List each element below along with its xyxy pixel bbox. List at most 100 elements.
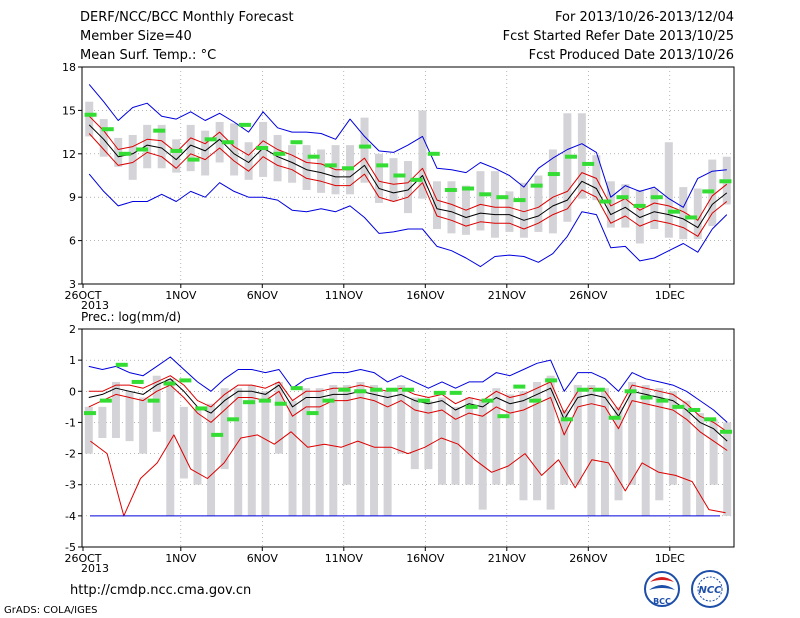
- temp-ensemble-box: [635, 189, 644, 244]
- temp-ensemble-box: [201, 130, 210, 176]
- prec-ensemble-box: [329, 385, 338, 516]
- temp-ensemble-box: [563, 113, 572, 222]
- prec-obs-marker: [338, 387, 351, 392]
- bcc-logo-text: BCC: [653, 597, 671, 606]
- prec-obs-marker: [115, 362, 128, 367]
- prec-ensemble-box: [302, 388, 311, 516]
- prec-plot-frame: [81, 328, 735, 548]
- temp-obs-marker: [341, 166, 354, 171]
- prec-ensemble-box: [709, 419, 718, 485]
- prec-ensemble-box: [370, 385, 379, 516]
- temp-obs-marker: [324, 163, 337, 168]
- temp-xtick-label: 26NOV: [569, 289, 608, 302]
- temp-ensemble-box: [85, 101, 94, 137]
- temp-ytick-label: 9: [69, 191, 76, 204]
- prec-ensemble-box: [696, 413, 705, 516]
- prec-ytick-label: -1: [65, 416, 76, 429]
- prec-obs-marker: [433, 390, 446, 395]
- prec-ytick-label: 0: [69, 385, 76, 398]
- prec-obs-marker: [274, 401, 287, 406]
- temp-obs-marker: [479, 192, 492, 197]
- prec-xtick-label: 11NOV: [325, 552, 364, 565]
- member-size-label: Member Size=40: [80, 29, 192, 44]
- prec-obs-marker: [131, 379, 144, 384]
- temp-obs-marker: [599, 199, 612, 204]
- temp-obs-marker: [719, 179, 732, 184]
- temp-ensemble-box: [404, 161, 412, 214]
- temp-ensemble-box: [447, 181, 456, 234]
- temp-xtick-label: 26OCT: [64, 289, 101, 302]
- start-date-label: Fcst Started Refer Date 2013/10/25: [502, 29, 734, 44]
- prec-ensemble-box: [560, 409, 569, 485]
- temp-xtick-label: 16NOV: [406, 289, 445, 302]
- temp-spread-upper-line: [88, 115, 728, 221]
- prec-obs-marker: [672, 404, 685, 409]
- temp-xtick-label: 21NOV: [488, 289, 527, 302]
- prec-ensemble-box: [166, 378, 175, 516]
- temp-ensemble-box: [288, 145, 297, 183]
- temp-ensemble-box: [186, 124, 195, 172]
- prec-obs-marker: [592, 387, 605, 392]
- temp-xtick-label: 1DEC: [655, 289, 685, 302]
- temp-ytick-label: 12: [62, 148, 76, 161]
- prec-ensemble-box: [383, 391, 392, 516]
- temp-obs-marker: [221, 140, 234, 145]
- prec-obs-marker: [83, 411, 96, 416]
- prec-xtick-label: 1DEC: [655, 552, 685, 565]
- prec-ensemble-box: [682, 400, 691, 516]
- prec-obs-marker: [99, 398, 112, 403]
- prec-obs-marker: [624, 389, 637, 394]
- temp-mean-line: [88, 124, 728, 229]
- prec-ytick-label: 1: [69, 354, 76, 367]
- prec-ensemble-box: [546, 375, 555, 510]
- temp-ytick-label: 15: [62, 104, 76, 117]
- prec-ensemble-box: [723, 422, 732, 516]
- temp-obs-marker: [565, 154, 577, 159]
- prec-ensemble-box: [193, 409, 202, 485]
- temp-ensemble-box: [215, 121, 224, 163]
- prec-xtick-label: 26NOV: [569, 552, 608, 565]
- prec-ensemble-box: [139, 397, 148, 454]
- temp-obs-marker: [547, 172, 560, 177]
- temp-ensemble-box: [128, 134, 137, 180]
- prec-ensemble-box: [274, 381, 283, 454]
- source-url-link[interactable]: http://cmdp.ncc.cma.gov.cn: [70, 583, 252, 598]
- prec-obs-marker: [449, 390, 462, 395]
- prec-obs-marker: [258, 398, 271, 403]
- prec-ytick-label: -2: [65, 448, 76, 461]
- prec-ensemble-box: [519, 391, 528, 501]
- temp-obs-marker: [685, 215, 698, 220]
- temp-obs-marker: [187, 157, 200, 162]
- prec-obs-marker: [561, 417, 574, 422]
- temp-obs-marker: [496, 195, 509, 200]
- prec-xtick-label: 21NOV: [488, 552, 527, 565]
- temp-ensemble-box: [99, 119, 108, 157]
- prec-obs-marker: [576, 387, 589, 392]
- temp-ensemble-box: [360, 117, 369, 183]
- temp-obs-marker: [667, 209, 680, 214]
- prec-ensemble-box: [628, 381, 637, 485]
- temp-obs-marker: [650, 195, 663, 200]
- prec-obs-marker: [465, 404, 478, 409]
- temp-obs-marker: [136, 147, 149, 152]
- prec-ensemble-box: [315, 388, 324, 516]
- prec-ensemble-box: [288, 400, 297, 516]
- prec-ensemble-box: [641, 385, 650, 516]
- prec-ensemble-box: [234, 388, 243, 516]
- temperature-panel: 3 6 9 12 15 18 26OCT 1NOV 6NOV 11NOV 16NOV 21NOV 26N…: [62, 61, 735, 312]
- prec-ensemble-box: [505, 394, 514, 485]
- temp-plot-frame: [81, 66, 735, 285]
- temp-obs-marker: [444, 187, 457, 192]
- prec-xtick-label: 1NOV: [165, 552, 197, 565]
- temp-ensemble-box: [577, 113, 586, 199]
- temp-ytick-label: 18: [62, 61, 76, 74]
- agency-logos: BCC NCC: [644, 570, 729, 608]
- prec-obs-marker: [386, 387, 399, 392]
- temp-ensemble-box: [273, 134, 282, 182]
- temp-obs-marker: [153, 128, 166, 133]
- precipitation-panel: -5 -4 -3 -2 -1 0 1 2 26OCT 1NOV 6NOV 11NOV 16NOV 21NO…: [64, 323, 735, 575]
- ncc-logo-icon: NCC: [691, 570, 729, 608]
- temp-ensemble-box: [519, 182, 528, 238]
- temp-obs-marker: [118, 151, 131, 156]
- prec-obs-marker: [720, 429, 733, 434]
